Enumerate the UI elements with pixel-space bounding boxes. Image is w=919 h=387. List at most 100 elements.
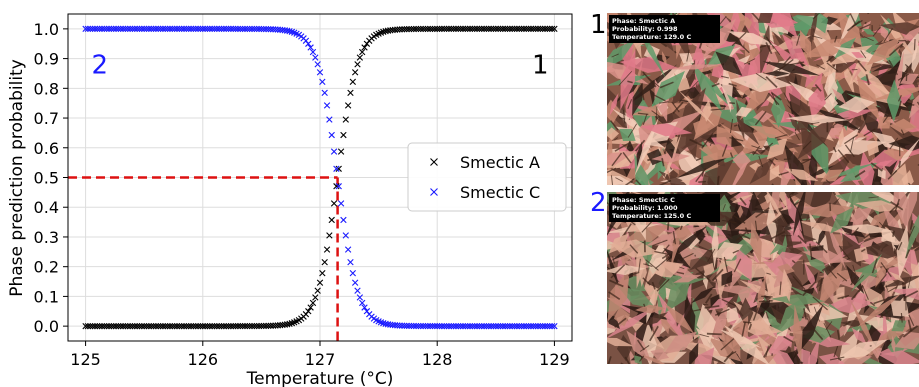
data-point-smectic-c [344, 246, 352, 253]
data-point-smectic-c [159, 25, 167, 33]
data-point-smectic-a [532, 25, 539, 33]
data-point-smectic-c [98, 25, 106, 33]
data-point-smectic-a [115, 322, 122, 330]
data-point-smectic-c [511, 322, 518, 330]
data-point-smectic-c [476, 322, 483, 330]
data-point-smectic-c [509, 322, 516, 330]
y-tick-label: 0.2 [34, 258, 59, 277]
data-point-smectic-a [398, 26, 406, 33]
data-point-smectic-a [499, 25, 507, 33]
data-point-smectic-c [173, 25, 181, 33]
data-point-smectic-c [478, 322, 485, 330]
data-point-smectic-a [159, 322, 167, 330]
data-point-smectic-c [335, 183, 342, 190]
data-point-smectic-a [260, 322, 267, 330]
data-point-smectic-c [162, 25, 169, 33]
data-point-smectic-a [443, 25, 450, 33]
data-point-smectic-c [255, 25, 263, 33]
data-point-smectic-a [185, 322, 192, 330]
data-point-smectic-c [183, 25, 190, 33]
data-point-smectic-c [126, 25, 134, 33]
panel-2-phase: Phase: Smectic C [612, 196, 675, 204]
data-point-smectic-c [244, 25, 251, 33]
data-point-smectic-c [234, 25, 242, 33]
data-point-smectic-a [232, 322, 239, 330]
data-point-smectic-c [216, 25, 223, 33]
data-point-smectic-a [478, 25, 485, 33]
data-point-smectic-c [319, 78, 326, 85]
data-point-smectic-c [361, 304, 368, 311]
data-point-smectic-a [283, 321, 291, 328]
data-point-smectic-a [133, 322, 141, 330]
data-point-smectic-c [155, 25, 162, 33]
data-point-smectic-c [469, 322, 476, 330]
data-point-smectic-c [347, 258, 354, 266]
data-point-smectic-a [511, 25, 518, 33]
data-point-smectic-a [347, 89, 354, 97]
data-point-smectic-a [323, 246, 331, 253]
data-point-smectic-a [448, 25, 455, 33]
data-point-smectic-c [119, 25, 127, 33]
data-point-smectic-a [103, 322, 110, 330]
data-point-smectic-c [110, 25, 117, 33]
data-point-smectic-a [255, 322, 263, 330]
data-point-smectic-a [253, 322, 260, 330]
data-point-smectic-a [180, 322, 188, 330]
x-tick-label: 127 [305, 350, 336, 369]
data-point-smectic-a [476, 25, 483, 33]
data-point-smectic-a [356, 54, 364, 61]
data-point-smectic-c [408, 322, 415, 330]
data-point-smectic-a [441, 25, 448, 33]
data-point-smectic-a [450, 25, 457, 33]
data-point-smectic-a [122, 322, 129, 330]
panel-1-phase: Phase: Smectic A [612, 17, 676, 25]
data-point-smectic-c [145, 25, 153, 33]
data-point-smectic-a [457, 25, 464, 33]
data-point-smectic-c [208, 25, 216, 33]
data-point-smectic-c [108, 25, 115, 33]
data-point-smectic-c [466, 322, 474, 330]
data-point-smectic-c [164, 25, 171, 33]
data-point-smectic-a [138, 322, 146, 330]
data-point-smectic-a [497, 25, 504, 33]
data-point-smectic-c [434, 322, 441, 330]
data-point-smectic-c [96, 25, 103, 33]
data-point-smectic-a [126, 322, 134, 330]
data-point-smectic-a [216, 322, 223, 330]
data-point-smectic-c [211, 25, 218, 33]
data-point-smectic-a [452, 25, 460, 33]
data-point-smectic-c [359, 299, 366, 307]
data-point-smectic-a [502, 25, 509, 33]
data-point-smectic-c [176, 25, 183, 33]
data-point-smectic-c [492, 322, 500, 330]
data-point-smectic-a [516, 25, 523, 33]
data-point-smectic-a [204, 322, 211, 330]
data-point-smectic-c [248, 25, 256, 33]
data-point-smectic-a [143, 322, 150, 330]
x-tick-label: 126 [188, 350, 219, 369]
panel-2-number: 2 [590, 188, 607, 218]
data-point-smectic-a [131, 322, 138, 330]
data-point-smectic-c [232, 25, 239, 33]
data-point-smectic-c [251, 25, 258, 33]
y-tick-label: 0.8 [34, 79, 59, 98]
data-point-smectic-a [192, 322, 199, 330]
data-point-smectic-c [129, 25, 136, 33]
data-point-smectic-c [112, 25, 120, 33]
data-point-smectic-c [218, 25, 225, 33]
data-point-smectic-c [455, 322, 462, 330]
data-point-smectic-c [541, 322, 549, 330]
data-point-smectic-c [138, 25, 146, 33]
legend-marker-smectic-c [430, 188, 438, 196]
data-point-smectic-a [462, 25, 469, 33]
data-point-smectic-c [405, 322, 413, 330]
data-point-smectic-c [333, 165, 340, 172]
data-point-smectic-a [218, 322, 225, 330]
data-point-smectic-c [462, 322, 469, 330]
legend: Smectic A Smectic C [407, 142, 567, 212]
data-point-smectic-a [145, 322, 153, 330]
data-point-smectic-c [457, 322, 464, 330]
data-point-smectic-a [473, 25, 481, 33]
data-point-smectic-a [225, 322, 232, 330]
data-point-smectic-c [180, 25, 188, 33]
